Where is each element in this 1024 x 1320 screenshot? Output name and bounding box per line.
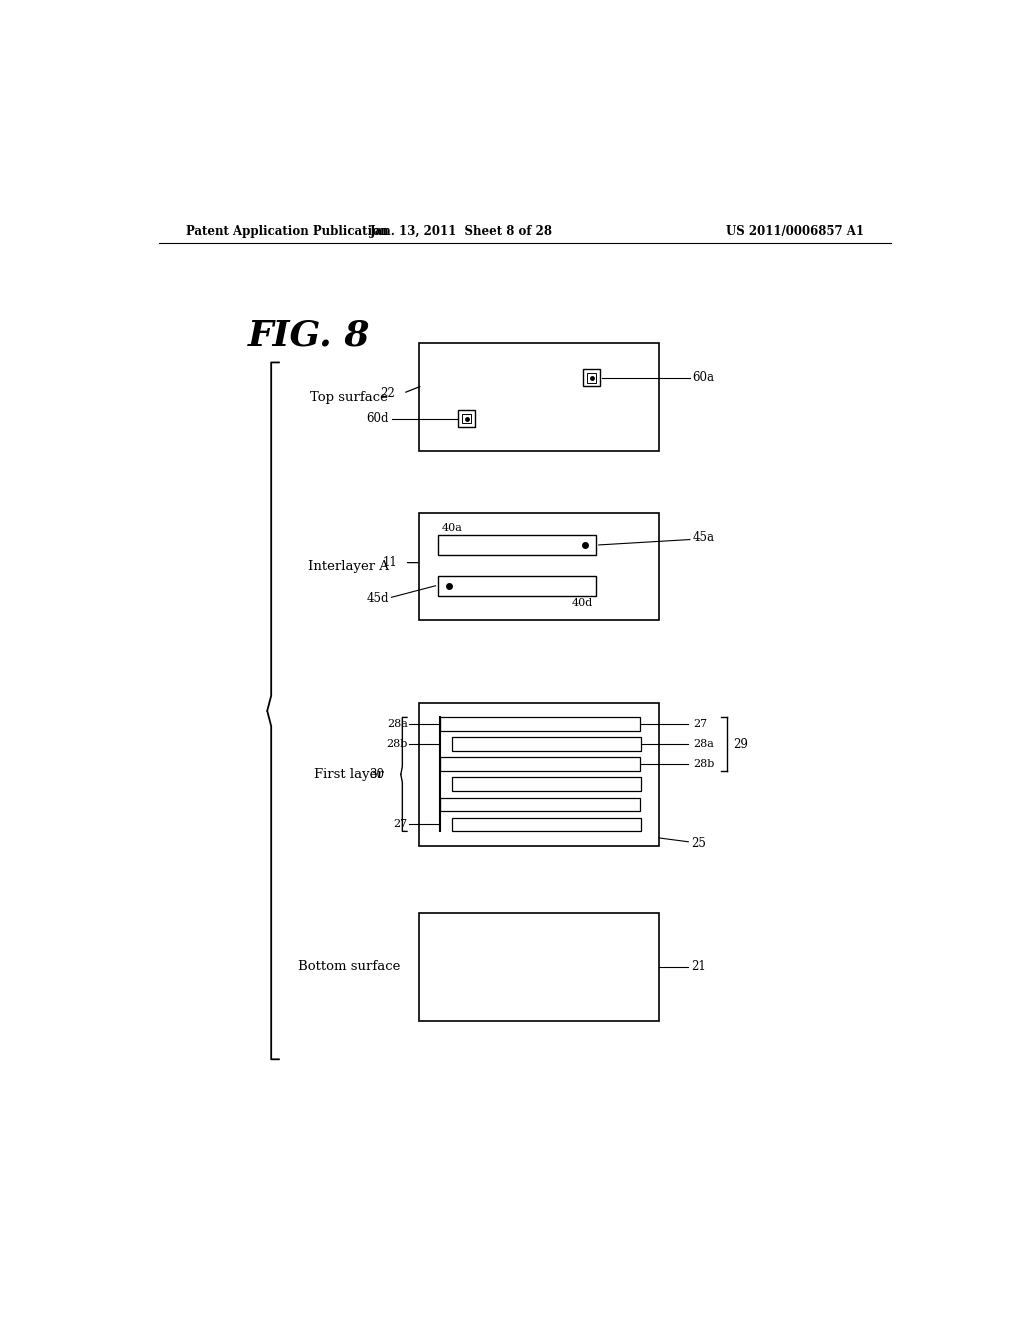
Text: 40d: 40d	[571, 598, 593, 609]
Text: 29: 29	[733, 738, 749, 751]
Bar	[587, 374, 596, 383]
Bar	[440, 797, 640, 812]
Bar	[452, 777, 641, 792]
Text: 60a: 60a	[692, 371, 714, 384]
Text: Interlayer A: Interlayer A	[308, 560, 389, 573]
Bar	[419, 704, 658, 846]
Bar	[452, 738, 641, 751]
Text: US 2011/0006857 A1: US 2011/0006857 A1	[726, 224, 864, 238]
Text: 28b: 28b	[386, 739, 408, 750]
Text: 27: 27	[393, 820, 408, 829]
Text: 30: 30	[369, 768, 384, 781]
Text: 45a: 45a	[692, 531, 714, 544]
Text: 22: 22	[381, 387, 395, 400]
Text: 27: 27	[693, 719, 708, 730]
Bar	[440, 758, 640, 771]
Bar	[452, 817, 641, 832]
Bar	[438, 535, 596, 554]
Bar	[419, 343, 658, 451]
Text: First layer: First layer	[314, 768, 384, 781]
Bar	[458, 411, 475, 428]
Bar	[438, 576, 596, 595]
Text: Top surface: Top surface	[310, 391, 388, 404]
Text: FIG. 8: FIG. 8	[248, 318, 371, 352]
Text: 60d: 60d	[367, 412, 389, 425]
Text: Jan. 13, 2011  Sheet 8 of 28: Jan. 13, 2011 Sheet 8 of 28	[370, 224, 553, 238]
Text: Patent Application Publication: Patent Application Publication	[186, 224, 389, 238]
Bar	[583, 370, 600, 387]
Text: 11: 11	[382, 556, 397, 569]
Bar	[419, 512, 658, 620]
Text: 28b: 28b	[693, 759, 715, 770]
Text: 28a: 28a	[693, 739, 715, 750]
Bar	[462, 414, 471, 424]
Text: 28a: 28a	[387, 719, 408, 730]
Bar	[440, 718, 640, 731]
Text: 40a: 40a	[441, 523, 463, 533]
Text: 25: 25	[691, 837, 707, 850]
Bar	[419, 913, 658, 1020]
Text: 21: 21	[691, 961, 707, 973]
Text: Bottom surface: Bottom surface	[298, 961, 400, 973]
Text: 45d: 45d	[367, 593, 389, 606]
